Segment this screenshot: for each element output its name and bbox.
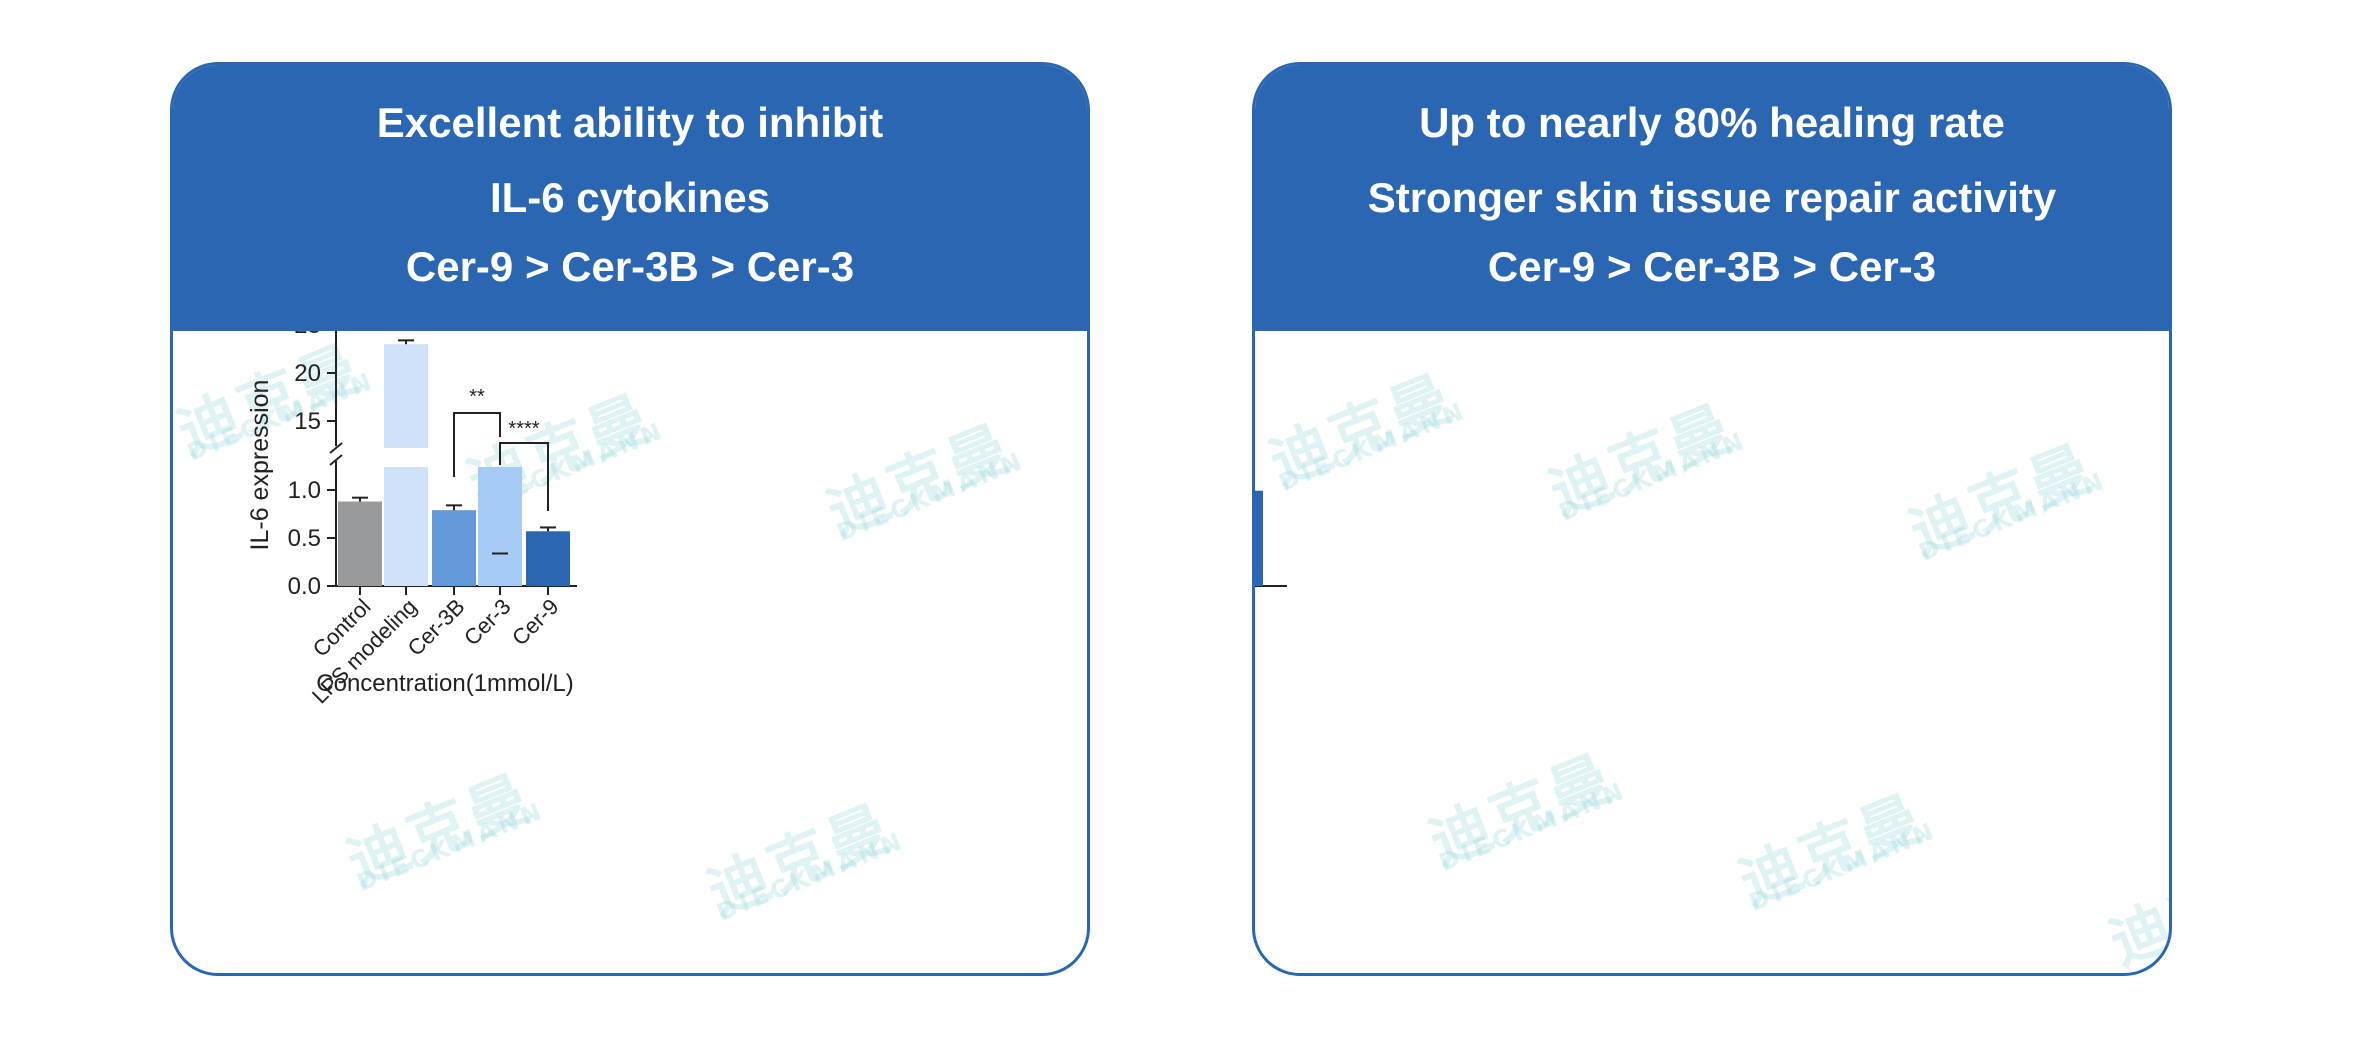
x-axis-title: Concentration(1mmol/L) (316, 670, 573, 697)
il6-headline-line-2: IL-6 cytokines (489, 174, 771, 221)
healing-headline-line-1: Up to nearly 80% healing rate (1419, 99, 2005, 146)
bar-cer-3b (432, 510, 476, 586)
il6-card-header: Excellent ability to inhibit IL-6 cytoki… (173, 65, 1087, 331)
y-axis-title: IL-6 expression (246, 380, 274, 551)
bar-lps-modeling (384, 467, 428, 586)
bar-control (338, 501, 382, 586)
y-tick-label: 1.0 (288, 477, 321, 504)
bar-cer-9 (526, 531, 570, 586)
significance-label: **** (508, 418, 539, 440)
healing-chart-area: 迪克曼 DIECKMANN 迪克曼 DIECKMANN 迪克曼 DIECKMAN… (1255, 331, 2169, 973)
significance-label: ** (469, 386, 485, 408)
y-tick-label: 0.5 (288, 525, 321, 552)
il6-headline-line-3: Cer-9 > Cer-3B > Cer-3 (405, 243, 855, 290)
bar-cer-9 (1255, 490, 1263, 586)
axis-break-mark (329, 454, 343, 466)
y-tick-label: 25 (294, 331, 321, 339)
il6-bar-chart: 0.00.51.0152025ControlLPS modelingCer-3B… (246, 331, 577, 708)
healing-headline-line-3: Cer-9 > Cer-3B > Cer-3 (1487, 243, 1937, 290)
healing-card-header: Up to nearly 80% healing rate Stronger s… (1255, 65, 2169, 331)
x-tick-label: Cer-9 (507, 594, 564, 651)
il6-card: Excellent ability to inhibit IL-6 cytoki… (170, 62, 1090, 976)
axis-break-mark (329, 442, 343, 454)
y-tick-label: 15 (294, 408, 321, 435)
significance-bracket (499, 442, 549, 511)
x-tick-label: Cer-3 (459, 594, 516, 651)
bar-cer-3 (478, 467, 522, 586)
significance-bracket (453, 412, 501, 477)
il6-headline-line-1: Excellent ability to inhibit (376, 99, 884, 146)
healing-headline-line-2: Stronger skin tissue repair activity (1367, 174, 2057, 221)
x-tick-label: Cer-9 (1255, 594, 1257, 651)
bar-lps-modeling-upper (384, 344, 428, 448)
healing-bar-chart: 020406080100ControlCer-3Cer-3BCer-9Heali… (1255, 490, 1287, 651)
y-tick-label: 0.0 (288, 573, 321, 600)
il6-chart-area: 迪克曼 DIECKMANN 迪克曼 DIECKMANN 迪克曼 DIECKMAN… (173, 331, 1087, 973)
y-tick-label: 20 (294, 360, 321, 387)
healing-card: Up to nearly 80% healing rate Stronger s… (1252, 62, 2172, 976)
